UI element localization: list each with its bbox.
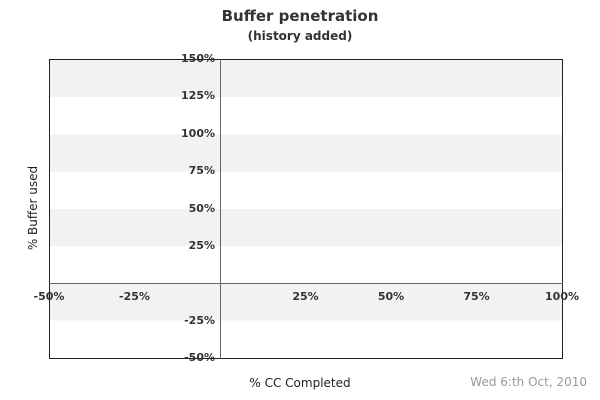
plot-area (49, 59, 563, 359)
x-tick-label: 75% (463, 290, 490, 303)
x-tick-label: -50% (33, 290, 65, 303)
y-tick-label: 50% (188, 201, 215, 215)
y-tick-label: 100% (181, 126, 215, 140)
y-tick-label: 75% (188, 164, 215, 178)
x-tick-label: -25% (119, 290, 150, 303)
x-axis-title: % CC Completed (249, 376, 351, 390)
y-axis-zero-line (220, 59, 221, 359)
y-tick-label: -25% (184, 313, 215, 327)
x-tick-label: 100% (545, 290, 579, 303)
x-tick-label: 50% (377, 290, 405, 303)
chart-subtitle: (history added) (247, 29, 353, 43)
footer-date: Wed 6:th Oct, 2010 (470, 375, 587, 389)
y-tick-label: 25% (188, 238, 215, 252)
x-axis-zero-line (49, 283, 563, 284)
y-axis-title: % Buffer used (26, 165, 40, 251)
chart-title: Buffer penetration (221, 7, 379, 25)
y-tick-label: 125% (181, 89, 215, 103)
y-tick-label: 150% (181, 52, 215, 65)
y-tick-label: -50% (184, 351, 215, 364)
x-tick-label: 25% (292, 290, 319, 303)
